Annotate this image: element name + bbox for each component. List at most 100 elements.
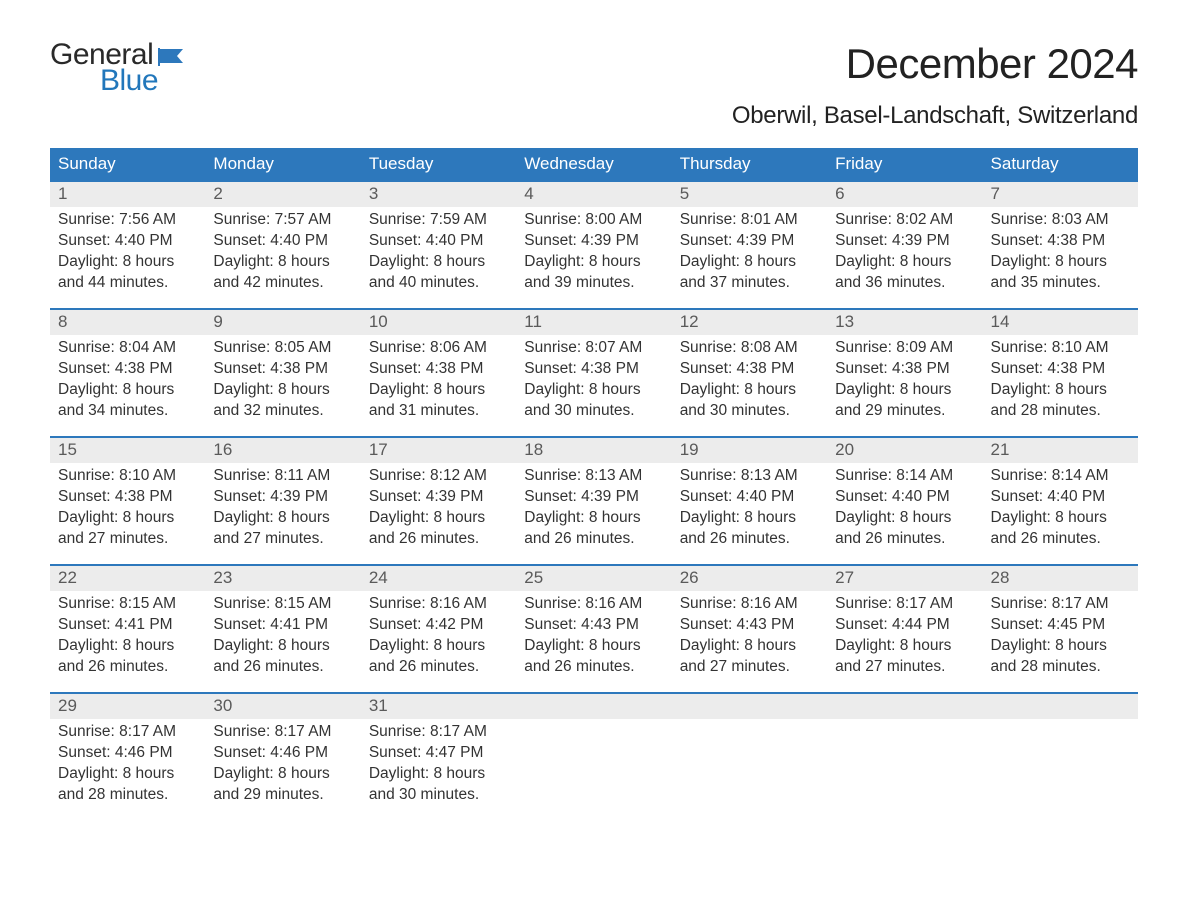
day-cell [983, 694, 1138, 820]
sunrise-text: Sunrise: 8:14 AM [991, 466, 1130, 487]
sunrise-text: Sunrise: 8:17 AM [991, 594, 1130, 615]
day-cell: 9Sunrise: 8:05 AMSunset: 4:38 PMDaylight… [205, 310, 360, 436]
day-number: 14 [983, 310, 1138, 335]
day-details: Sunrise: 7:57 AMSunset: 4:40 PMDaylight:… [205, 207, 360, 302]
day-number: 30 [205, 694, 360, 719]
day-details: Sunrise: 8:17 AMSunset: 4:46 PMDaylight:… [50, 719, 205, 814]
day-details: Sunrise: 8:16 AMSunset: 4:42 PMDaylight:… [361, 591, 516, 686]
logo-text-blue: Blue [50, 66, 185, 96]
sunrise-text: Sunrise: 8:13 AM [524, 466, 663, 487]
sunrise-text: Sunrise: 8:15 AM [58, 594, 197, 615]
sunset-text: Sunset: 4:38 PM [213, 359, 352, 380]
daylight-text: Daylight: 8 hours and 36 minutes. [835, 252, 974, 294]
day-details: Sunrise: 8:14 AMSunset: 4:40 PMDaylight:… [827, 463, 982, 558]
day-details [827, 719, 982, 730]
sunrise-text: Sunrise: 8:09 AM [835, 338, 974, 359]
day-details: Sunrise: 8:13 AMSunset: 4:40 PMDaylight:… [672, 463, 827, 558]
day-number: 12 [672, 310, 827, 335]
sunset-text: Sunset: 4:40 PM [58, 231, 197, 252]
daylight-text: Daylight: 8 hours and 26 minutes. [835, 508, 974, 550]
weekday-header: Tuesday [361, 148, 516, 180]
day-details [672, 719, 827, 730]
daylight-text: Daylight: 8 hours and 28 minutes. [991, 380, 1130, 422]
weekday-header: Wednesday [516, 148, 671, 180]
day-cell: 8Sunrise: 8:04 AMSunset: 4:38 PMDaylight… [50, 310, 205, 436]
day-number: 4 [516, 182, 671, 207]
sunrise-text: Sunrise: 8:17 AM [835, 594, 974, 615]
sunset-text: Sunset: 4:38 PM [991, 359, 1130, 380]
sunrise-text: Sunrise: 8:17 AM [213, 722, 352, 743]
sunset-text: Sunset: 4:46 PM [213, 743, 352, 764]
day-cell [516, 694, 671, 820]
day-details: Sunrise: 8:06 AMSunset: 4:38 PMDaylight:… [361, 335, 516, 430]
sunrise-text: Sunrise: 8:16 AM [524, 594, 663, 615]
sunrise-text: Sunrise: 8:08 AM [680, 338, 819, 359]
sunrise-text: Sunrise: 8:13 AM [680, 466, 819, 487]
week-row: 8Sunrise: 8:04 AMSunset: 4:38 PMDaylight… [50, 308, 1138, 436]
sunset-text: Sunset: 4:38 PM [58, 487, 197, 508]
daylight-text: Daylight: 8 hours and 26 minutes. [369, 508, 508, 550]
week-row: 29Sunrise: 8:17 AMSunset: 4:46 PMDayligh… [50, 692, 1138, 820]
day-details: Sunrise: 8:17 AMSunset: 4:47 PMDaylight:… [361, 719, 516, 814]
sunrise-text: Sunrise: 8:10 AM [991, 338, 1130, 359]
sunset-text: Sunset: 4:39 PM [835, 231, 974, 252]
day-cell: 31Sunrise: 8:17 AMSunset: 4:47 PMDayligh… [361, 694, 516, 820]
day-details: Sunrise: 8:08 AMSunset: 4:38 PMDaylight:… [672, 335, 827, 430]
day-details: Sunrise: 8:04 AMSunset: 4:38 PMDaylight:… [50, 335, 205, 430]
sunset-text: Sunset: 4:41 PM [58, 615, 197, 636]
day-details: Sunrise: 8:14 AMSunset: 4:40 PMDaylight:… [983, 463, 1138, 558]
sunrise-text: Sunrise: 8:03 AM [991, 210, 1130, 231]
day-cell: 20Sunrise: 8:14 AMSunset: 4:40 PMDayligh… [827, 438, 982, 564]
sunset-text: Sunset: 4:39 PM [213, 487, 352, 508]
sunset-text: Sunset: 4:40 PM [680, 487, 819, 508]
day-number: 3 [361, 182, 516, 207]
sunset-text: Sunset: 4:40 PM [369, 231, 508, 252]
sunset-text: Sunset: 4:38 PM [369, 359, 508, 380]
sunrise-text: Sunrise: 8:10 AM [58, 466, 197, 487]
day-number [516, 694, 671, 719]
week-row: 22Sunrise: 8:15 AMSunset: 4:41 PMDayligh… [50, 564, 1138, 692]
day-number: 31 [361, 694, 516, 719]
daylight-text: Daylight: 8 hours and 42 minutes. [213, 252, 352, 294]
daylight-text: Daylight: 8 hours and 27 minutes. [58, 508, 197, 550]
day-details: Sunrise: 8:05 AMSunset: 4:38 PMDaylight:… [205, 335, 360, 430]
sunrise-text: Sunrise: 7:57 AM [213, 210, 352, 231]
day-number: 28 [983, 566, 1138, 591]
sunset-text: Sunset: 4:40 PM [213, 231, 352, 252]
day-number: 1 [50, 182, 205, 207]
sunset-text: Sunset: 4:39 PM [369, 487, 508, 508]
day-cell: 27Sunrise: 8:17 AMSunset: 4:44 PMDayligh… [827, 566, 982, 692]
day-details: Sunrise: 8:15 AMSunset: 4:41 PMDaylight:… [50, 591, 205, 686]
sunset-text: Sunset: 4:41 PM [213, 615, 352, 636]
flag-icon [157, 46, 185, 68]
daylight-text: Daylight: 8 hours and 28 minutes. [58, 764, 197, 806]
day-cell: 14 Sunrise: 8:10 AMSunset: 4:38 PMDayligh… [983, 310, 1138, 436]
week-row: 15Sunrise: 8:10 AMSunset: 4:38 PMDayligh… [50, 436, 1138, 564]
day-number: 9 [205, 310, 360, 335]
day-number: 17 [361, 438, 516, 463]
header-row: General Blue December 2024 [50, 40, 1138, 96]
day-cell: 7Sunrise: 8:03 AMSunset: 4:38 PMDaylight… [983, 182, 1138, 308]
daylight-text: Daylight: 8 hours and 27 minutes. [835, 636, 974, 678]
daylight-text: Daylight: 8 hours and 26 minutes. [680, 508, 819, 550]
day-cell: 5Sunrise: 8:01 AMSunset: 4:39 PMDaylight… [672, 182, 827, 308]
day-details: Sunrise: 8:13 AMSunset: 4:39 PMDaylight:… [516, 463, 671, 558]
sunset-text: Sunset: 4:40 PM [991, 487, 1130, 508]
sunrise-text: Sunrise: 8:00 AM [524, 210, 663, 231]
daylight-text: Daylight: 8 hours and 31 minutes. [369, 380, 508, 422]
day-details: Sunrise: 8:03 AMSunset: 4:38 PMDaylight:… [983, 207, 1138, 302]
daylight-text: Daylight: 8 hours and 29 minutes. [835, 380, 974, 422]
sunset-text: Sunset: 4:45 PM [991, 615, 1130, 636]
week-row: 1Sunrise: 7:56 AMSunset: 4:40 PMDaylight… [50, 180, 1138, 308]
sunrise-text: Sunrise: 8:02 AM [835, 210, 974, 231]
day-cell: 10Sunrise: 8:06 AMSunset: 4:38 PMDayligh… [361, 310, 516, 436]
day-number: 24 [361, 566, 516, 591]
day-cell: 2Sunrise: 7:57 AMSunset: 4:40 PMDaylight… [205, 182, 360, 308]
month-title: December 2024 [846, 40, 1138, 88]
daylight-text: Daylight: 8 hours and 30 minutes. [369, 764, 508, 806]
weekday-header: Thursday [672, 148, 827, 180]
day-number: 5 [672, 182, 827, 207]
sunset-text: Sunset: 4:38 PM [680, 359, 819, 380]
day-cell: 13Sunrise: 8:09 AMSunset: 4:38 PMDayligh… [827, 310, 982, 436]
day-details: Sunrise: 8:10 AMSunset: 4:38 PMDaylight:… [50, 463, 205, 558]
